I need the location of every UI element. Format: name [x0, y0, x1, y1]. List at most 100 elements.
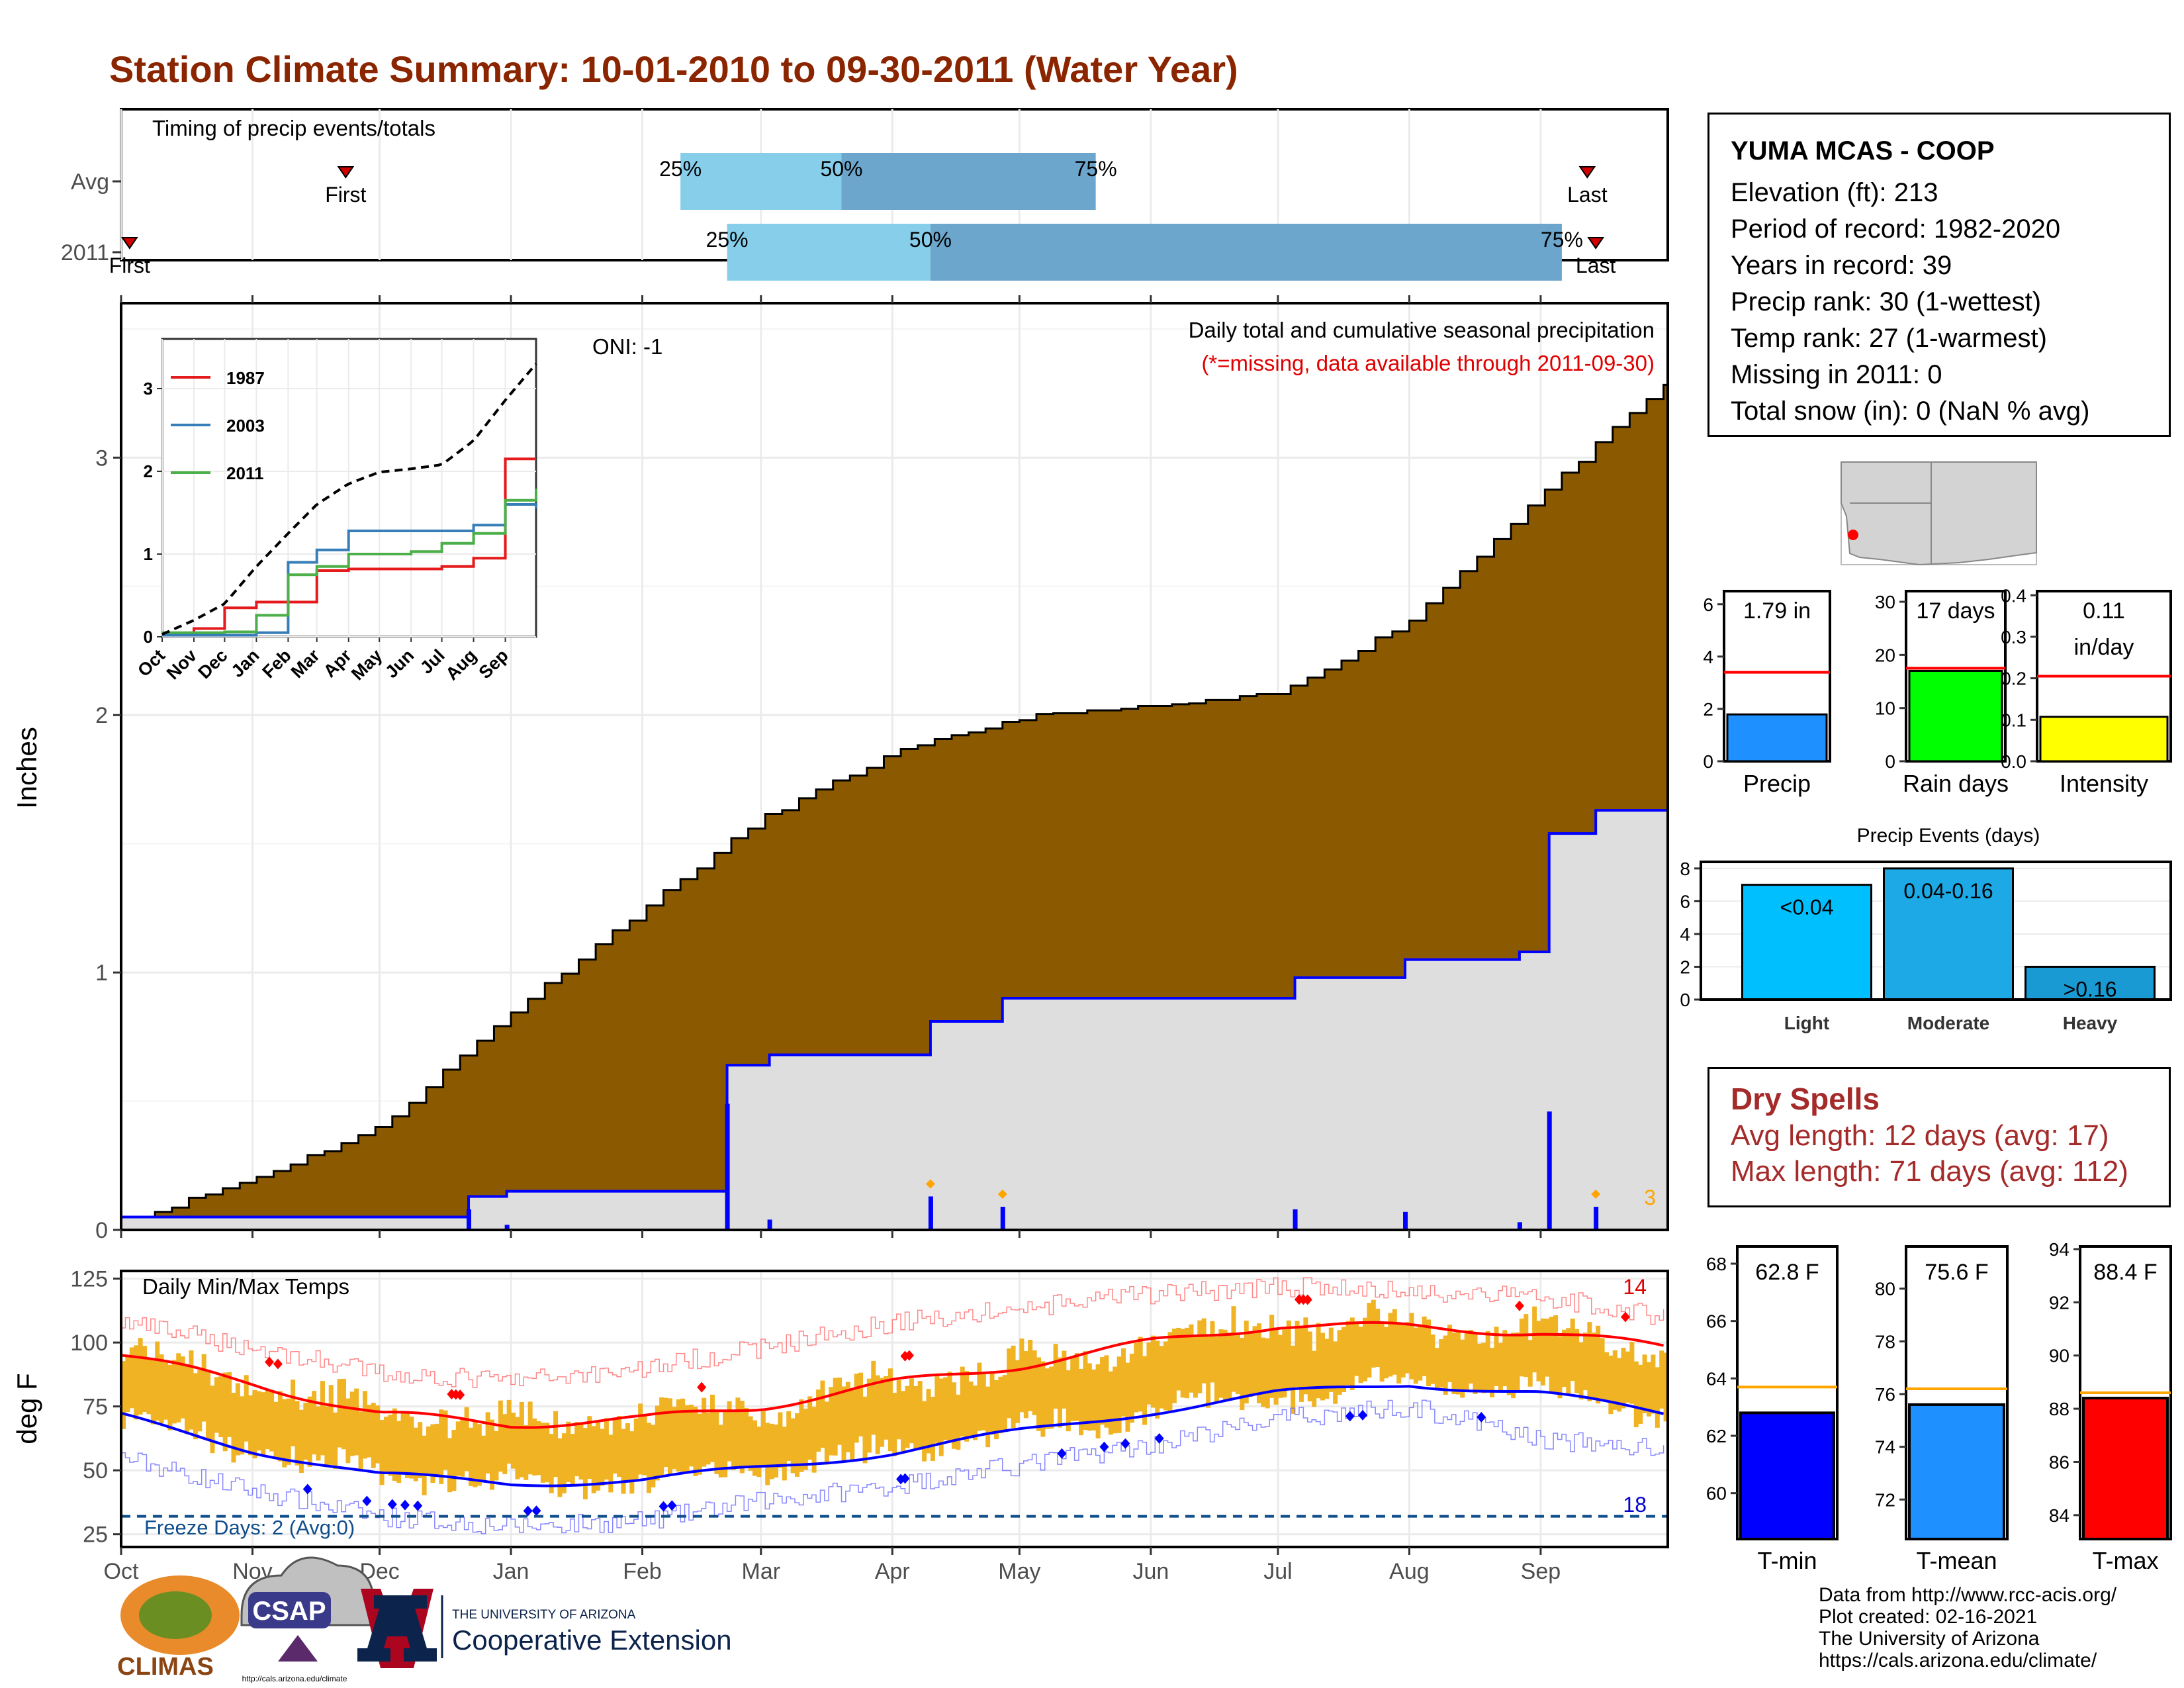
daily-temp-bar: [871, 1360, 876, 1435]
daily-temp-bar: [494, 1430, 499, 1481]
daily-temp-bar: [744, 1407, 749, 1468]
daily-temp-bar: [1439, 1339, 1444, 1388]
daily-temp-bar: [617, 1416, 622, 1477]
mini-bar-tick-label: 10: [1875, 698, 1895, 719]
record-low-marker: [413, 1500, 423, 1511]
daily-temp-bar: [1400, 1323, 1406, 1378]
daily-temp-bar: [1379, 1323, 1385, 1382]
daily-temp-bar: [400, 1413, 406, 1472]
daily-temp-bar: [1629, 1342, 1635, 1404]
station-precip-rank: Precip rank: 30 (1-wettest): [1731, 287, 2042, 316]
daily-temp-bar: [324, 1406, 330, 1468]
daily-temp-bar: [1007, 1348, 1012, 1419]
precip-subtitle: Daily total and cumulative seasonal prec…: [1189, 318, 1655, 342]
daily-precip-bar: [928, 1196, 933, 1230]
daily-temp-bar: [303, 1403, 308, 1460]
daily-temp-bar: [993, 1380, 999, 1440]
daily-temp-bar: [1582, 1333, 1588, 1391]
daily-temp-bar: [269, 1389, 275, 1452]
daily-temp-bar: [1066, 1370, 1071, 1432]
daily-temp-bar: [460, 1419, 465, 1477]
daily-temp-bar: [884, 1376, 889, 1440]
daily-temp-bar: [1180, 1329, 1185, 1398]
daily-temp-bar: [901, 1391, 906, 1452]
precip-event-bar-text: 0.04-0.16: [1903, 879, 1993, 903]
daily-temp-bar: [277, 1391, 283, 1462]
daily-temp-bar: [803, 1409, 808, 1470]
temp-bar-tick-label: 74: [1875, 1437, 1895, 1458]
daily-temp-bar: [252, 1389, 257, 1459]
timing-bar-q50-q75: [930, 224, 1562, 281]
mini-bar-panels: 0 2 4 6 1.79 in Precip 0 10 20 30 17 days Rain days…: [1703, 585, 2172, 797]
daily-temp-bar: [434, 1423, 439, 1476]
precip-event-bar: [2025, 965, 2156, 1001]
daily-temp-bar: [1405, 1322, 1410, 1374]
daily-temp-bar: [854, 1374, 859, 1443]
daily-temp-bar: [171, 1360, 177, 1424]
daily-temp-bar: [447, 1438, 453, 1493]
daily-temp-bar: [1413, 1327, 1418, 1384]
daily-temp-bar: [561, 1433, 567, 1493]
map-region: [1841, 461, 2037, 566]
record-high-marker: [265, 1356, 275, 1368]
station-name: YUMA MCAS - COOP: [1731, 136, 1995, 165]
daily-temp-bar: [1371, 1299, 1376, 1368]
daily-precip-bar: [767, 1219, 772, 1230]
timing-panel: Timing of precip events/totals Avg 25% 50% 7…: [61, 108, 1669, 281]
daily-temp-bar: [934, 1373, 940, 1443]
temp-bar-label: T-mean: [1916, 1547, 1997, 1574]
daily-precip-bar: [1594, 1207, 1599, 1230]
daily-temp-bar: [1506, 1335, 1512, 1395]
daily-temp-bar: [1303, 1317, 1308, 1395]
temp-bar-tick-label: 80: [1875, 1279, 1895, 1299]
temp-bar-tick-label: 78: [1875, 1331, 1895, 1352]
daily-temp-bar: [1481, 1342, 1486, 1393]
temp-bar-label: T-max: [2092, 1547, 2158, 1574]
daily-temp-bar: [155, 1341, 160, 1421]
temp-bar-tick-label: 76: [1875, 1384, 1895, 1405]
temp-bar-tick-label: 62: [1706, 1426, 1727, 1446]
daily-temp-bar: [1392, 1309, 1397, 1375]
temp-bar-value: [1908, 1403, 2005, 1541]
daily-precip-bar: [504, 1225, 510, 1230]
timing-bar-q25-q50: [727, 224, 931, 281]
temp-bar-tick-label: 94: [2049, 1239, 2070, 1260]
mini-bar-tick-label: 0.3: [2001, 627, 2026, 647]
inset-y-tick-label: 0: [144, 627, 153, 647]
daily-temp-bar: [629, 1431, 635, 1494]
daily-temp-bar: [718, 1425, 723, 1477]
daily-temp-bar: [1002, 1375, 1007, 1430]
daily-temp-bar: [540, 1423, 545, 1483]
mini-bar-tick-label: 20: [1875, 645, 1895, 665]
daily-temp-bar: [1349, 1317, 1355, 1390]
daily-temp-bar: [1295, 1321, 1300, 1387]
daily-temp-bar: [146, 1358, 152, 1415]
daily-temp-bar: [702, 1397, 707, 1467]
record-high-count: 14: [1623, 1275, 1647, 1299]
event-marker: [925, 1179, 935, 1189]
mini-bar-tick-label: 0.1: [2001, 710, 2026, 730]
daily-temp-bar: [1477, 1343, 1482, 1391]
daily-temp-bar: [180, 1356, 185, 1419]
daily-temp-bar: [850, 1388, 855, 1462]
daily-temp-bar: [896, 1380, 901, 1440]
daily-temp-bar: [688, 1404, 694, 1467]
month-tick-label: May: [998, 1559, 1040, 1584]
last-event-marker: [1578, 166, 1596, 179]
first-event-label: First: [325, 183, 366, 207]
daily-temp-bar: [333, 1412, 338, 1470]
daily-temp-bar: [519, 1401, 524, 1477]
daily-temp-bar: [240, 1396, 245, 1455]
inset-legend-label: 2011: [226, 463, 263, 483]
daily-temp-bar: [938, 1378, 944, 1456]
daily-temp-bar: [1261, 1337, 1266, 1407]
timing-p50-label: 50%: [909, 228, 952, 252]
inset-legend-label: 2003: [226, 416, 265, 436]
daily-temp-bar: [1159, 1346, 1164, 1409]
last-event-label: Last: [1567, 183, 1608, 207]
daily-temp-bar: [1265, 1338, 1270, 1409]
daily-temp-bar: [273, 1401, 279, 1458]
record-high-marker: [1514, 1300, 1524, 1311]
precip-y-tick-label: 2: [95, 703, 108, 728]
daily-temp-bar: [1426, 1319, 1432, 1387]
